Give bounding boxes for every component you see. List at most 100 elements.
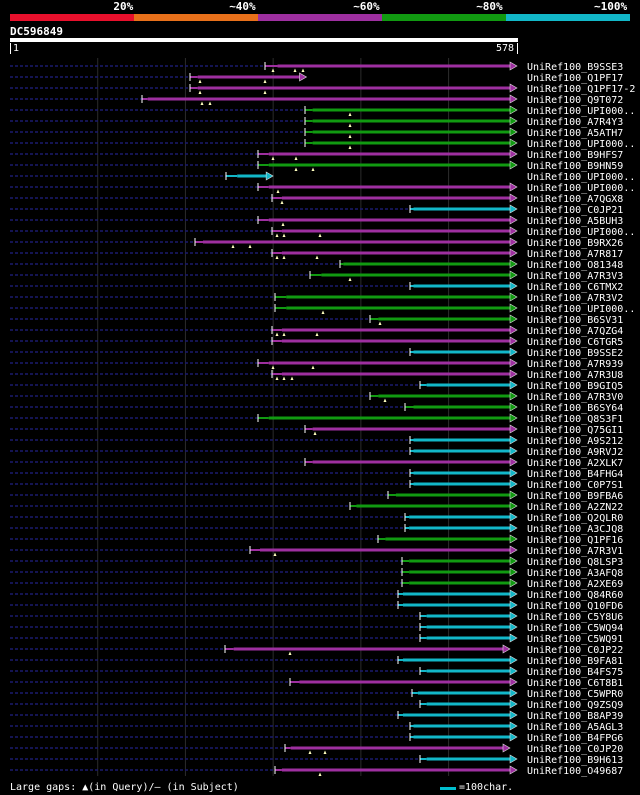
hit-label: UniRef100_A3CJQ8 [527,524,623,535]
legend-segment [382,14,506,21]
hit-arrowhead [509,325,518,335]
hit-bar [281,339,511,343]
hit-arrowhead [509,578,518,588]
hit-bar [202,240,512,244]
hit-label: UniRef100_UPI000.. [527,139,635,150]
hit-bar [299,680,511,684]
hit-arrowhead [509,534,518,544]
hit-label: UniRef100_UPI000.. [527,172,635,183]
hit-arrowhead [509,61,518,71]
hit-bar [395,493,511,497]
query-gap-marker [348,134,352,138]
hit-bar [413,350,511,354]
hit-arrowhead [509,512,518,522]
query-gap-marker [280,200,284,204]
hit-bar [268,416,511,420]
hit-arrowhead [509,226,518,236]
hit-label: UniRef100_UPI000.. [527,304,635,315]
query-gap-marker [313,431,317,435]
hit-arrowhead [509,457,518,467]
hit-bar [413,735,511,739]
hit-bar [426,625,511,629]
hit-arrowhead [509,567,518,577]
query-gap-marker [378,321,382,325]
ruler-tick-end [517,43,518,54]
hit-arrowhead [509,732,518,742]
hit-bar [402,713,511,717]
hit-bar [290,746,504,750]
hit-label: UniRef100_Q1PF17 [527,73,623,84]
hit-arrowhead [509,292,518,302]
hit-bar [413,405,511,409]
hit-bar [343,262,511,266]
hit-label: UniRef100_A7R3V3 [527,271,623,282]
hit-bar [286,295,511,299]
hit-label: UniRef100_Q8S3F1 [527,414,623,425]
query-gap-marker [198,90,202,94]
hit-label: UniRef100_B4FPG6 [527,733,623,744]
hit-label: UniRef100_UPI000.. [527,227,635,238]
query-gap-marker [348,145,352,149]
query-gap-marker [318,772,322,776]
hit-bar [413,449,511,453]
hit-bar [281,768,511,772]
hit-arrowhead [509,281,518,291]
hit-arrowhead [509,556,518,566]
ruler-end-label: 578 [496,43,515,54]
hit-arrowhead [509,633,518,643]
hit-bar [268,185,511,189]
hit-bar [413,284,511,288]
hit-bar [385,537,511,541]
hit-label: UniRef100_Q10FD6 [527,601,623,612]
query-gap-marker [348,123,352,127]
hit-arrowhead [509,677,518,687]
ruler-start-label: 1 [13,43,20,54]
hit-bar [281,251,511,255]
query-gap-marker [271,365,275,369]
hit-bar [237,174,268,178]
query-gap-marker [383,398,387,402]
hit-label: UniRef100_B9SSE2 [527,348,623,359]
hit-bar [409,581,511,585]
hit-label: UniRef100_B9SSE3 [527,62,623,73]
hit-arrowhead [509,94,518,104]
legend-segment [506,14,630,21]
hit-bar [378,317,511,321]
hit-label: UniRef100_A2XLK7 [527,458,623,469]
legend-label: 20% [113,0,134,13]
scale-text: =100char. [459,782,514,793]
hit-bar [409,515,511,519]
hit-label: UniRef100_Q1PF17-2 [527,84,635,95]
hit-arrowhead [509,248,518,258]
hit-label: UniRef100_C5WQ91 [527,634,623,645]
query-gap-marker [288,651,292,655]
query-gap-marker [275,255,279,259]
hit-arrowhead [509,589,518,599]
hit-arrowhead [265,171,274,181]
legend-segment [258,14,382,21]
query-gap-marker [263,90,267,94]
query-gap-marker [208,101,212,105]
query-gap-marker [231,244,235,248]
hit-label: UniRef100_A9RVJ2 [527,447,623,458]
hit-arrowhead [509,369,518,379]
hit-label: UniRef100_A7R3V0 [527,392,623,403]
hit-bar [413,471,511,475]
hit-bar [426,757,511,761]
hit-label: UniRef100_B9HN59 [527,161,623,172]
hit-bar [286,306,511,310]
hit-bar [312,141,511,145]
query-gap-marker [275,233,279,237]
query-bar [10,38,518,42]
hit-label: UniRef100_O81348 [527,260,623,271]
hit-label: UniRef100_C6T8B1 [527,678,623,689]
gaps-legend-text: Large gaps: ▲(in Query)/– (in Subject) [10,782,239,793]
hit-arrowhead [509,611,518,621]
hit-label: UniRef100_B4FHG4 [527,469,623,480]
hit-arrowhead [509,138,518,148]
hit-label: UniRef100_Q8LSP3 [527,557,623,568]
query-gap-marker [318,233,322,237]
hit-label: UniRef100_B6SY64 [527,403,623,414]
query-gap-marker [315,255,319,259]
hit-arrowhead [509,446,518,456]
